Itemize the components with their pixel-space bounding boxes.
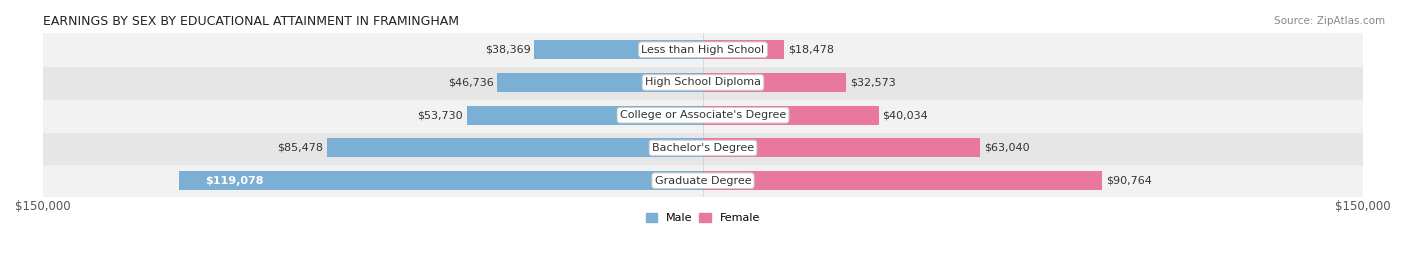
Bar bbox=[703, 106, 879, 125]
Bar bbox=[326, 139, 703, 158]
Text: $32,573: $32,573 bbox=[849, 77, 896, 87]
Bar bbox=[703, 139, 980, 158]
Text: High School Diploma: High School Diploma bbox=[645, 77, 761, 87]
Text: $85,478: $85,478 bbox=[277, 143, 323, 153]
Bar bbox=[179, 171, 703, 190]
Text: $119,078: $119,078 bbox=[205, 176, 263, 186]
Text: $63,040: $63,040 bbox=[984, 143, 1029, 153]
Bar bbox=[534, 40, 703, 59]
Text: $40,034: $40,034 bbox=[883, 110, 928, 120]
Text: Source: ZipAtlas.com: Source: ZipAtlas.com bbox=[1274, 16, 1385, 26]
Bar bbox=[42, 99, 1364, 132]
Text: Bachelor's Degree: Bachelor's Degree bbox=[652, 143, 754, 153]
Bar bbox=[467, 106, 703, 125]
Text: $38,369: $38,369 bbox=[485, 45, 531, 55]
Text: $46,736: $46,736 bbox=[449, 77, 494, 87]
Bar bbox=[703, 73, 846, 92]
Text: $53,730: $53,730 bbox=[418, 110, 463, 120]
Bar bbox=[703, 171, 1102, 190]
Bar bbox=[498, 73, 703, 92]
Text: Less than High School: Less than High School bbox=[641, 45, 765, 55]
Bar bbox=[42, 33, 1364, 66]
Text: EARNINGS BY SEX BY EDUCATIONAL ATTAINMENT IN FRAMINGHAM: EARNINGS BY SEX BY EDUCATIONAL ATTAINMEN… bbox=[42, 15, 458, 28]
Text: Graduate Degree: Graduate Degree bbox=[655, 176, 751, 186]
Bar bbox=[703, 40, 785, 59]
Text: $90,764: $90,764 bbox=[1105, 176, 1152, 186]
Bar bbox=[42, 66, 1364, 99]
Text: $18,478: $18,478 bbox=[787, 45, 834, 55]
Bar bbox=[42, 164, 1364, 197]
Text: College or Associate's Degree: College or Associate's Degree bbox=[620, 110, 786, 120]
Legend: Male, Female: Male, Female bbox=[641, 209, 765, 228]
Bar bbox=[42, 132, 1364, 164]
